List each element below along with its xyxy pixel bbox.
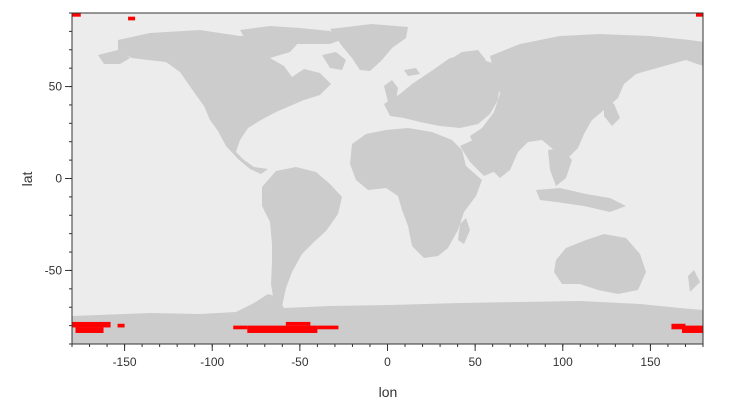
landmass-canadian-archipelago <box>240 26 346 44</box>
highlight-cell <box>128 16 136 21</box>
x-axis: -150 -100 -50 0 50 100 150 <box>71 344 704 369</box>
highlight-cell <box>233 325 248 330</box>
x-tick-label: -150 <box>113 355 137 369</box>
x-axis-label: lon <box>379 384 398 400</box>
landmass-south-america <box>262 167 342 306</box>
highlight-cell <box>681 325 703 333</box>
highlight-cell <box>671 323 686 330</box>
landmass-new-zealand <box>688 270 700 292</box>
y-tick-label: -50 <box>45 263 63 277</box>
y-axis: -50 0 50 <box>45 12 72 345</box>
landmass-australia <box>554 234 646 294</box>
y-axis-label: lat <box>19 172 35 187</box>
landmass-indochina <box>548 148 572 186</box>
landmass-north-america <box>118 30 331 174</box>
landmass-madagascar <box>458 218 470 244</box>
land-layer <box>72 24 703 344</box>
highlight-cell <box>695 13 703 17</box>
x-tick-label: 100 <box>553 355 573 369</box>
landmass-scandinavia <box>436 50 486 86</box>
landmass-japan <box>604 96 620 126</box>
landmass-baffin-island <box>322 52 346 70</box>
highlight-cell <box>117 323 125 328</box>
x-tick-label: -50 <box>291 355 309 369</box>
highlight-cell <box>72 321 111 328</box>
highlight-cell <box>247 325 318 333</box>
x-tick-label: -100 <box>200 355 224 369</box>
landmass-asia <box>470 34 703 178</box>
landmass-africa <box>350 128 482 258</box>
landmass-britain <box>384 80 398 102</box>
y-tick-label: 50 <box>49 80 63 94</box>
landmass-arabia <box>460 136 508 176</box>
x-tick-label: 50 <box>468 355 482 369</box>
highlight-cell <box>72 13 81 17</box>
map-plot-area <box>72 13 703 344</box>
x-tick-label: 150 <box>640 355 660 369</box>
landmass-europe <box>384 56 500 128</box>
y-tick-label: 0 <box>55 172 62 186</box>
landmass-antarctica <box>72 294 703 344</box>
landmass-indonesia <box>536 188 626 212</box>
highlight-cell <box>285 321 311 326</box>
landmass-greenland <box>330 24 408 71</box>
highlight-layer <box>72 13 703 333</box>
highlight-cell <box>317 325 339 330</box>
landmass-alaska <box>98 50 130 64</box>
landmass-iceland <box>404 68 420 76</box>
x-tick-label: 0 <box>384 355 391 369</box>
highlight-cell <box>75 327 104 333</box>
